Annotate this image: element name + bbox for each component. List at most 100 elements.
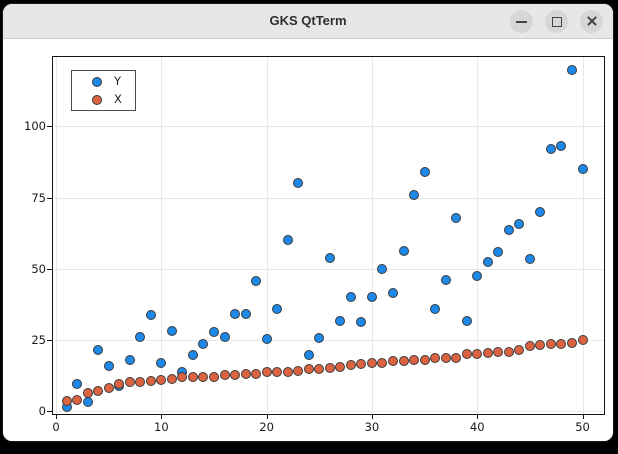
gridline-x-40 [477,57,479,414]
data-point-Y-21 [272,303,283,314]
y-tick-label-50: 50 [31,261,46,276]
data-point-X-25 [314,363,325,374]
data-point-Y-10 [156,357,167,368]
gridline-x-0 [56,57,58,414]
data-point-X-31 [377,358,388,369]
data-point-X-44 [514,344,525,355]
data-point-Y-16 [219,332,230,343]
data-point-Y-15 [208,327,219,338]
data-point-Y-45 [524,253,535,264]
data-point-Y-11 [166,325,177,336]
data-point-Y-48 [556,141,567,152]
data-point-X-15 [208,371,219,382]
data-point-Y-44 [514,218,525,229]
scatter-plot: Y X 0 10 20 30 40 50 0 25 50 75 100 [24,56,605,434]
data-point-X-36 [430,353,441,364]
window-title: GKS QtTerm [269,13,347,28]
close-icon [580,10,603,33]
data-point-Y-25 [314,333,325,343]
data-point-Y-50 [577,164,588,175]
y-tick-label-100: 100 [24,119,46,134]
data-point-X-11 [166,374,177,385]
y-tick-50 [47,268,52,270]
data-point-Y-14 [198,338,209,349]
data-point-Y-31 [377,263,388,274]
data-point-X-14 [198,372,209,383]
data-point-X-47 [545,339,556,350]
data-point-X-20 [261,367,272,378]
data-point-X-16 [219,370,230,381]
x-tick-label-20: 20 [259,420,274,434]
data-point-X-22 [282,366,293,377]
data-point-X-42 [493,347,504,358]
data-point-Y-47 [545,143,556,154]
data-point-Y-28 [345,292,356,303]
x-tick-20 [266,414,268,419]
data-point-Y-23 [293,178,304,189]
x-tick-50 [582,414,584,419]
data-point-Y-8 [135,331,146,342]
window-controls [510,9,603,33]
y-tick-label-75: 75 [31,190,46,205]
legend-entry-x: X [72,92,135,107]
data-point-Y-42 [493,247,504,257]
data-point-Y-9 [145,310,156,321]
data-point-Y-27 [335,316,346,327]
data-point-X-3 [82,387,93,398]
gridline-y-25 [53,340,604,341]
data-point-Y-35 [419,166,430,177]
data-point-X-38 [451,352,462,363]
data-point-X-1 [61,395,72,406]
title-bar[interactable]: GKS QtTerm [3,4,613,39]
data-point-X-19 [251,368,262,379]
gridline-x-10 [161,57,163,414]
x-tick-label-40: 40 [469,420,485,434]
x-tick-label-50: 50 [575,420,590,434]
data-point-Y-32 [387,288,398,299]
data-point-Y-38 [451,213,462,224]
data-point-Y-37 [440,275,451,286]
data-point-X-18 [240,369,251,380]
data-point-Y-41 [482,256,493,267]
data-point-X-24 [303,364,314,375]
data-point-X-48 [556,338,567,349]
data-point-X-17 [230,369,241,380]
y-tick-25 [47,340,52,341]
x-tick-0 [56,414,58,419]
data-point-Y-17 [230,308,241,319]
data-point-Y-2 [72,379,83,390]
x-tick-40 [477,414,479,419]
data-point-X-37 [440,352,451,363]
gridline-x-30 [371,57,373,414]
data-point-X-12 [177,372,188,383]
maximize-button[interactable] [545,9,568,33]
legend-marker-y [92,76,102,87]
data-point-X-8 [135,376,146,387]
data-point-Y-19 [251,276,262,287]
data-point-X-33 [398,355,409,366]
data-point-Y-7 [124,355,135,366]
data-point-Y-5 [103,361,114,372]
data-point-Y-40 [472,270,483,281]
data-point-X-10 [156,374,167,385]
data-point-X-23 [293,366,304,377]
x-tick-label-0: 0 [52,420,60,434]
data-point-X-46 [535,339,546,350]
data-point-Y-3 [82,397,93,408]
data-point-X-50 [577,335,588,346]
minimize-button[interactable] [510,9,533,33]
data-point-X-5 [103,383,114,394]
gridline-y-100 [53,126,604,128]
data-point-Y-26 [324,252,335,263]
gridline-x-20 [266,57,268,414]
data-point-Y-39 [461,316,472,327]
data-point-Y-22 [282,235,293,246]
x-tick-label-10: 10 [154,420,169,434]
gridline-y-50 [53,268,604,270]
data-point-Y-36 [430,304,441,315]
data-point-X-43 [503,346,514,357]
data-point-X-41 [482,348,493,359]
close-button[interactable] [580,9,603,33]
legend-label-x: X [114,92,122,106]
